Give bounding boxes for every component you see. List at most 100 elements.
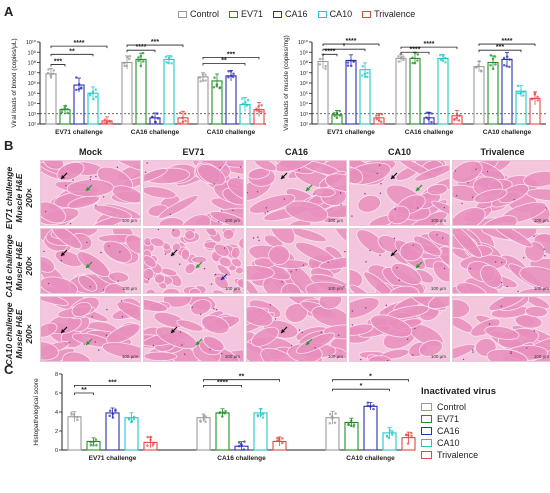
data-point: [375, 114, 378, 117]
legend-item-ca16: CA16: [273, 9, 308, 19]
significance-bracket: [74, 385, 151, 388]
legend-c-label-ev71: EV71: [437, 414, 460, 424]
nucleus: [394, 208, 396, 210]
arrowhead-black: [391, 252, 395, 256]
muscle-fiber: [370, 314, 413, 338]
muscle-fiber: [236, 278, 243, 290]
muscle-fiber: [453, 299, 470, 319]
nucleus: [283, 198, 286, 200]
muscle-fiber: [116, 301, 140, 326]
significance-bracket: [126, 49, 156, 53]
he-micrograph: 100 μm: [452, 296, 550, 362]
nucleus: [117, 280, 119, 282]
muscle-fiber: [78, 275, 98, 292]
significance-label: *: [360, 383, 363, 390]
data-point: [533, 93, 537, 96]
nucleus: [494, 261, 497, 263]
he-tissue: [144, 229, 243, 293]
muscle-fiber: [103, 283, 127, 293]
nucleus: [105, 334, 108, 336]
data-point: [416, 53, 420, 56]
data-point: [441, 54, 445, 57]
legend-label-ca16: CA16: [285, 9, 308, 19]
muscle-fiber: [158, 195, 199, 219]
significance-label: **: [221, 58, 227, 65]
nucleus: [191, 306, 193, 308]
muscle-fiber: [518, 287, 550, 293]
muscle-fiber: [41, 256, 55, 273]
muscle-fiber: [260, 347, 302, 361]
nucleus: [533, 330, 536, 332]
nucleus: [240, 166, 242, 168]
data-point: [221, 411, 224, 414]
nucleus: [365, 307, 367, 309]
nucleus: [274, 318, 277, 320]
nucleus: [385, 304, 387, 307]
data-point: [388, 429, 392, 432]
bar-control: [317, 60, 329, 125]
data-point: [204, 415, 207, 418]
muscle-fiber: [231, 257, 242, 268]
legend-label-ca10: CA10: [329, 9, 353, 19]
data-point: [380, 112, 384, 116]
data-point: [224, 409, 227, 413]
scale-bar-label: 100 μm: [327, 354, 343, 359]
muscle-fiber: [144, 168, 168, 184]
data-point: [400, 56, 403, 59]
muscle-fiber: [106, 323, 140, 344]
data-point: [261, 416, 265, 419]
he-tissue: [247, 229, 346, 293]
significance-bracket: [322, 53, 338, 57]
y-axis-label: Viral loads of blood (copies/μL): [11, 38, 18, 127]
nucleus: [386, 359, 389, 361]
nucleus: [60, 259, 63, 262]
legend-c: Inactivated virus Control EV71 CA16 CA10 Tri…: [421, 386, 496, 461]
panel-label-c: C: [4, 362, 14, 377]
muscle-fiber: [350, 323, 374, 336]
data-point: [139, 64, 143, 68]
column-header-ca10: CA10: [387, 147, 411, 157]
panel-label-a: A: [4, 4, 14, 19]
significance-label: **: [239, 374, 245, 381]
nucleus: [146, 162, 148, 164]
he-tissue: [350, 161, 449, 225]
data-point: [324, 67, 327, 71]
data-point: [154, 120, 157, 124]
arrowhead-green: [416, 264, 420, 268]
data-point: [72, 412, 76, 416]
muscle-fiber: [62, 351, 93, 361]
muscle-fiber: [108, 271, 130, 283]
y-tick-label: 10⁵: [300, 90, 308, 97]
data-point: [372, 404, 375, 407]
nucleus: [416, 207, 419, 209]
nucleus: [221, 352, 223, 355]
muscle-fiber: [144, 298, 168, 313]
muscle-fiber: [486, 348, 529, 361]
data-point: [204, 73, 207, 76]
nucleus: [100, 251, 102, 254]
data-point: [212, 86, 216, 89]
nucleus: [351, 324, 354, 326]
data-point: [391, 433, 394, 436]
data-point: [333, 114, 336, 118]
nucleus: [102, 196, 105, 198]
he-tissue: [41, 297, 140, 361]
legend-c-label-ca10: CA10: [437, 438, 460, 448]
data-point: [427, 117, 430, 121]
significance-bracket: [202, 56, 260, 60]
data-point: [181, 116, 184, 120]
data-point: [411, 61, 414, 65]
nucleus: [106, 308, 108, 311]
data-point: [530, 97, 534, 101]
nucleus: [252, 237, 255, 239]
data-point: [444, 60, 447, 64]
bar-ca16: [501, 58, 513, 125]
data-point: [349, 424, 353, 428]
muscle-fiber: [491, 229, 533, 248]
data-point: [142, 60, 145, 63]
y-tick-label: 10⁸: [300, 60, 308, 67]
data-point: [516, 84, 520, 88]
y-tick-label: 10¹⁰: [298, 39, 309, 46]
muscle-fiber: [71, 301, 92, 318]
legend-c-label-control: Control: [437, 402, 467, 412]
